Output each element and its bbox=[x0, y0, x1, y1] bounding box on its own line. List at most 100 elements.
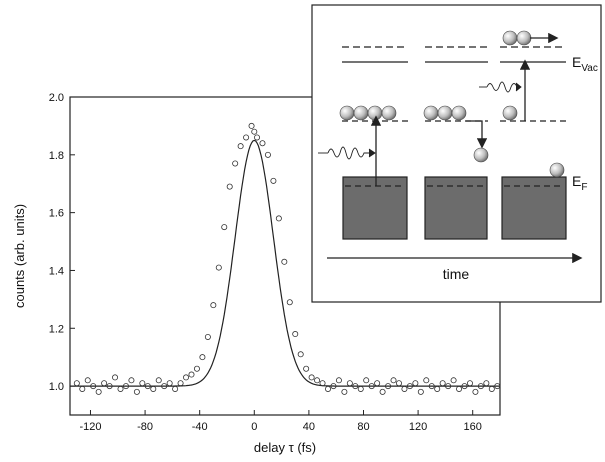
data-point bbox=[90, 383, 97, 390]
x-tick-label: -80 bbox=[137, 421, 153, 433]
metal-blocks bbox=[342, 176, 567, 240]
data-point bbox=[417, 388, 424, 395]
data-point bbox=[150, 385, 157, 392]
data-point bbox=[95, 388, 102, 395]
data-point bbox=[374, 380, 381, 387]
data-point bbox=[385, 383, 392, 390]
time-label: time bbox=[443, 266, 470, 282]
data-point bbox=[122, 383, 129, 390]
data-point bbox=[128, 377, 135, 384]
data-point bbox=[199, 354, 206, 361]
data-points bbox=[73, 122, 501, 395]
y-tick-label: 1.4 bbox=[49, 265, 64, 277]
x-tick-label: 80 bbox=[357, 421, 369, 433]
data-point bbox=[297, 351, 304, 358]
y-tick-label: 1.8 bbox=[49, 150, 64, 162]
data-point bbox=[101, 380, 108, 387]
y-axis-ticks: 1.0 1.2 1.4 1.6 1.8 2.0 bbox=[49, 92, 75, 393]
data-point bbox=[139, 380, 146, 387]
data-point bbox=[428, 383, 435, 390]
x-tick-label: -120 bbox=[79, 421, 101, 433]
data-point bbox=[264, 151, 271, 158]
data-point bbox=[483, 380, 490, 387]
data-point bbox=[248, 122, 255, 129]
transition-arrows bbox=[370, 32, 559, 186]
data-point bbox=[226, 183, 233, 190]
data-point bbox=[84, 377, 91, 384]
data-point bbox=[445, 383, 452, 390]
data-point bbox=[395, 380, 402, 387]
data-point bbox=[259, 140, 266, 147]
data-point bbox=[330, 383, 337, 390]
data-point bbox=[166, 380, 173, 387]
data-point bbox=[335, 377, 342, 384]
inset-schematic: EVac EF time bbox=[311, 4, 602, 303]
data-point bbox=[188, 371, 195, 378]
x-tick-label: 160 bbox=[464, 421, 482, 433]
data-point bbox=[281, 258, 288, 265]
y-axis-label: counts (arb. units) bbox=[12, 204, 27, 308]
y-tick-label: 1.2 bbox=[49, 323, 64, 335]
data-point bbox=[401, 385, 408, 392]
data-point bbox=[488, 385, 495, 392]
data-point bbox=[346, 380, 353, 387]
data-point bbox=[456, 385, 463, 392]
data-point bbox=[368, 383, 375, 390]
data-point bbox=[210, 302, 217, 309]
data-point bbox=[112, 374, 119, 381]
data-point bbox=[390, 377, 397, 384]
data-point bbox=[352, 383, 359, 390]
data-point bbox=[251, 128, 258, 135]
data-point bbox=[144, 383, 151, 390]
vacuum-level-label: EVac bbox=[572, 54, 598, 74]
data-point bbox=[243, 134, 250, 141]
data-point bbox=[406, 383, 413, 390]
data-point bbox=[133, 388, 140, 395]
data-point bbox=[221, 224, 228, 231]
data-point bbox=[292, 331, 299, 338]
inset-frame bbox=[311, 4, 602, 303]
data-point bbox=[193, 365, 200, 372]
data-point bbox=[357, 385, 364, 392]
data-point bbox=[450, 377, 457, 384]
data-point bbox=[319, 380, 326, 387]
x-axis-label: delay τ (fs) bbox=[254, 440, 316, 455]
data-point bbox=[303, 365, 310, 372]
data-point bbox=[204, 333, 211, 340]
data-point bbox=[270, 177, 277, 184]
data-point bbox=[341, 388, 348, 395]
data-point bbox=[237, 143, 244, 150]
x-axis-ticks: -120 -80 -40 0 40 80 120 160 bbox=[79, 410, 482, 433]
data-point bbox=[314, 377, 321, 384]
data-point bbox=[439, 380, 446, 387]
x-tick-label: 120 bbox=[409, 421, 427, 433]
x-tick-label: -40 bbox=[192, 421, 208, 433]
data-point bbox=[423, 377, 430, 384]
data-point bbox=[324, 385, 331, 392]
electrons bbox=[339, 30, 565, 178]
data-point bbox=[155, 377, 162, 384]
data-point bbox=[106, 383, 113, 390]
laser-pulse-icon bbox=[318, 146, 376, 160]
data-point bbox=[117, 385, 124, 392]
data-point bbox=[412, 380, 419, 387]
x-tick-label: 0 bbox=[251, 421, 257, 433]
vacuum-level-lines bbox=[342, 46, 566, 63]
data-point bbox=[215, 264, 222, 271]
data-point bbox=[183, 374, 190, 381]
y-tick-label: 1.0 bbox=[49, 381, 64, 393]
data-point bbox=[161, 383, 168, 390]
y-tick-label: 1.6 bbox=[49, 208, 64, 220]
data-point bbox=[434, 385, 441, 392]
data-point bbox=[472, 388, 479, 395]
data-point bbox=[494, 383, 501, 390]
data-point bbox=[477, 383, 484, 390]
data-point bbox=[379, 388, 386, 395]
data-point bbox=[363, 377, 370, 384]
x-tick-label: 40 bbox=[303, 421, 315, 433]
data-point bbox=[275, 215, 282, 222]
data-point bbox=[466, 380, 473, 387]
fermi-level-label: EF bbox=[572, 173, 587, 193]
data-point bbox=[177, 380, 184, 387]
